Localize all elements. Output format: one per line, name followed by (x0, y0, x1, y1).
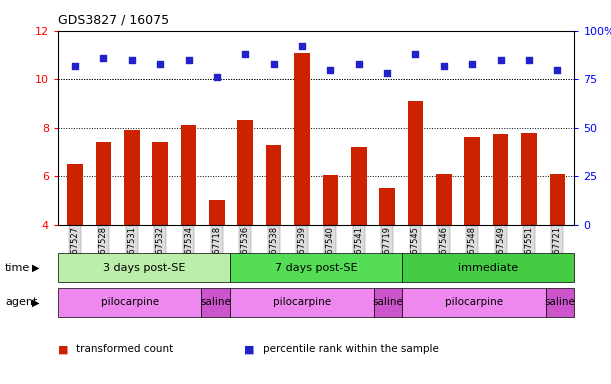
Bar (464, 137, 480, 225)
Text: time: time (5, 263, 30, 273)
Bar (181, 125, 196, 225)
Point (354, 61, 364, 67)
Bar (493, 134, 508, 225)
Text: saline: saline (373, 297, 403, 308)
Point (411, 51, 420, 57)
Text: immediate: immediate (458, 263, 518, 273)
Bar (436, 174, 452, 225)
Bar (323, 175, 338, 225)
Bar (295, 53, 310, 225)
Point (524, 57, 534, 63)
Bar (351, 147, 367, 225)
Point (382, 70, 392, 76)
Text: pilocarpine: pilocarpine (445, 297, 503, 308)
Text: ■: ■ (58, 344, 68, 354)
Bar (238, 121, 253, 225)
Text: saline: saline (200, 297, 231, 308)
Point (212, 74, 222, 80)
Bar (266, 145, 282, 225)
Point (184, 57, 194, 63)
Text: 3 days post-SE: 3 days post-SE (103, 263, 185, 273)
Bar (209, 200, 225, 225)
Point (269, 61, 279, 67)
Point (98, 55, 108, 61)
Bar (521, 132, 536, 225)
Text: GDS3827 / 16075: GDS3827 / 16075 (58, 13, 169, 26)
Bar (379, 188, 395, 225)
Point (127, 57, 137, 63)
Point (467, 61, 477, 67)
Point (155, 61, 165, 67)
Text: ■: ■ (244, 344, 255, 354)
Text: saline: saline (544, 297, 576, 308)
Text: 7 days post-SE: 7 days post-SE (275, 263, 357, 273)
Point (297, 43, 307, 49)
Text: ▶: ▶ (32, 263, 40, 273)
Point (240, 51, 250, 57)
Bar (67, 164, 83, 225)
Text: pilocarpine: pilocarpine (273, 297, 331, 308)
Text: percentile rank within the sample: percentile rank within the sample (263, 344, 439, 354)
Bar (408, 101, 423, 225)
Bar (96, 142, 111, 225)
Bar (549, 174, 565, 225)
Text: pilocarpine: pilocarpine (101, 297, 159, 308)
Point (496, 57, 505, 63)
Bar (124, 130, 139, 225)
Bar (152, 142, 168, 225)
Point (326, 66, 335, 73)
Text: transformed count: transformed count (76, 344, 174, 354)
Point (552, 66, 562, 73)
Point (439, 63, 448, 69)
Point (70, 63, 80, 69)
Text: agent: agent (5, 297, 37, 308)
Text: ▶: ▶ (32, 297, 40, 308)
